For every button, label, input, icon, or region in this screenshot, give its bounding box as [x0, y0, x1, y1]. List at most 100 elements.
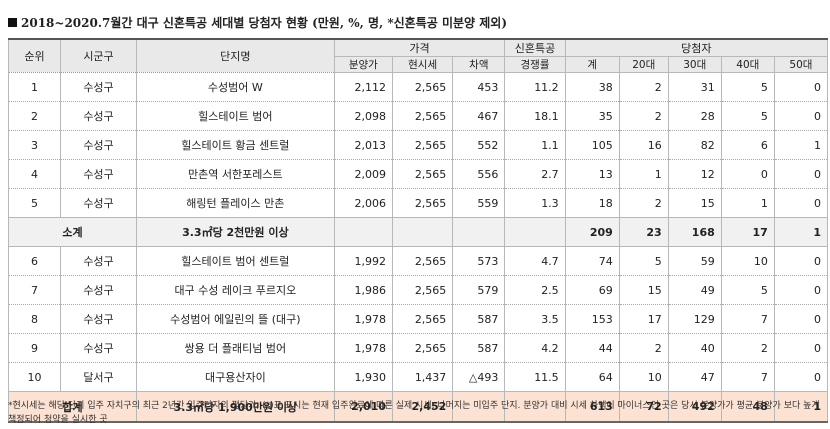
cell-sale-price: 1,930	[333, 362, 393, 392]
cell-age20: 15	[618, 275, 669, 305]
table-row: 9 수성구 쌍용 더 플래티넘 범어 1,978 2,565 587 4.2 4…	[7, 333, 829, 363]
subtotal-empty	[504, 217, 566, 247]
cell-competition: 11.5	[504, 362, 566, 392]
winners-table: 순위 시군구 단지명 가격 신혼특공 당첨자 분양가 현시세 차액 경쟁률 계 …	[7, 38, 829, 423]
subtotal-age20: 23	[618, 217, 669, 247]
cell-age20: 16	[618, 130, 669, 160]
cell-sale-price: 1,992	[333, 246, 393, 276]
cell-sale-price: 1,978	[333, 304, 393, 334]
table-row: 3 수성구 힐스테이트 황금 센트럴 2,013 2,565 552 1.1 1…	[7, 130, 829, 160]
table-row: 8 수성구 수성범어 에일린의 뜰 (대구) 1,978 2,565 587 3…	[7, 304, 829, 334]
cell-age40: 1	[720, 188, 775, 218]
subtotal-empty	[333, 217, 393, 247]
cell-difference: 587	[452, 333, 506, 363]
cell-market-price: 2,565	[391, 101, 454, 131]
cell-complex: 대구용산자이	[135, 362, 335, 392]
cell-age30: 47	[667, 362, 722, 392]
cell-sale-price: 1,978	[333, 333, 393, 363]
cell-age40: 2	[720, 333, 775, 363]
cell-age30: 28	[667, 101, 722, 131]
cell-age40: 7	[720, 304, 775, 334]
header-age30: 30대	[667, 56, 722, 73]
header-winners-group: 당첨자	[564, 38, 829, 57]
cell-age50: 0	[773, 333, 829, 363]
cell-market-price: 1,437	[391, 362, 454, 392]
cell-market-price: 2,565	[391, 188, 454, 218]
cell-difference: 559	[452, 188, 506, 218]
page-title: 2018~2020.7월간 대구 신혼특공 세대별 당첨자 현황 (만원, %,…	[8, 14, 507, 31]
cell-rank: 2	[7, 101, 62, 131]
subtotal-age30: 168	[667, 217, 722, 247]
header-sale-price: 분양가	[333, 56, 393, 73]
cell-district: 수성구	[60, 159, 137, 189]
cell-competition: 1.1	[504, 130, 566, 160]
header-market-price: 현시세	[391, 56, 454, 73]
cell-sale-price: 2,006	[333, 188, 393, 218]
cell-district: 달서구	[60, 362, 137, 392]
header-difference: 차액	[452, 56, 506, 73]
table-row: 6 수성구 힐스테이트 범어 센트럴 1,992 2,565 573 4.7 7…	[7, 246, 829, 276]
cell-age20: 2	[618, 188, 669, 218]
table-row: 10 달서구 대구용산자이 1,930 1,437 △493 11.5 64 1…	[7, 362, 829, 392]
grand-total-empty	[504, 391, 566, 423]
cell-age30: 59	[667, 246, 722, 276]
cell-age30: 49	[667, 275, 722, 305]
cell-complex: 힐스테이트 범어 센트럴	[135, 246, 335, 276]
cell-total: 38	[564, 72, 620, 102]
cell-rank: 6	[7, 246, 62, 276]
table-row: 2 수성구 힐스테이트 범어 2,098 2,565 467 18.1 35 2…	[7, 101, 829, 131]
cell-age30: 31	[667, 72, 722, 102]
square-bullet-icon	[8, 18, 17, 27]
cell-market-price: 2,565	[391, 333, 454, 363]
cell-district: 수성구	[60, 246, 137, 276]
cell-age20: 10	[618, 362, 669, 392]
cell-rank: 7	[7, 275, 62, 305]
grand-total-age30: 492	[667, 391, 722, 423]
header-row-2: 분양가 현시세 차액 경쟁률 계 20대 30대 40대 50대	[9, 56, 829, 73]
cell-total: 35	[564, 101, 620, 131]
cell-difference: 556	[452, 159, 506, 189]
grand-total-age50: 1	[773, 391, 829, 423]
cell-district: 수성구	[60, 130, 137, 160]
cell-district: 수성구	[60, 304, 137, 334]
cell-competition: 3.5	[504, 304, 566, 334]
cell-sale-price: 2,098	[333, 101, 393, 131]
table-row: 4 수성구 만촌역 서한포레스트 2,009 2,565 556 2.7 13 …	[7, 159, 829, 189]
cell-district: 수성구	[60, 333, 137, 363]
cell-total: 18	[564, 188, 620, 218]
cell-rank: 1	[7, 72, 62, 102]
cell-age50: 0	[773, 275, 829, 305]
header-complex: 단지명	[135, 38, 335, 73]
cell-rank: 5	[7, 188, 62, 218]
cell-competition: 18.1	[504, 101, 566, 131]
cell-rank: 8	[7, 304, 62, 334]
cell-age50: 0	[773, 188, 829, 218]
table-row: 1 수성구 수성범어 W 2,112 2,565 453 11.2 38 2 3…	[7, 72, 829, 102]
cell-sale-price: 2,112	[333, 72, 393, 102]
subtotal-row: 소계 3.3㎡당 2천만원 이상 209 23 168 17 1	[8, 217, 829, 247]
subtotal-empty	[391, 217, 454, 247]
cell-complex: 수성범어 W	[135, 72, 335, 102]
grand-total-total: 613	[564, 391, 620, 423]
cell-age40: 0	[720, 159, 775, 189]
cell-age20: 5	[618, 246, 669, 276]
cell-age20: 2	[618, 72, 669, 102]
grand-total-empty	[452, 391, 506, 423]
header-age50: 50대	[773, 56, 829, 73]
cell-competition: 2.5	[504, 275, 566, 305]
header-row-1: 순위 시군구 단지명 가격 신혼특공 당첨자	[7, 38, 829, 73]
cell-total: 13	[564, 159, 620, 189]
cell-competition: 4.7	[504, 246, 566, 276]
cell-difference: 552	[452, 130, 506, 160]
subtotal-total: 209	[564, 217, 620, 247]
subtotal-age40: 17	[720, 217, 775, 247]
cell-total: 105	[564, 130, 620, 160]
cell-age50: 0	[773, 101, 829, 131]
cell-age30: 12	[667, 159, 722, 189]
grand-total-market-price: 2,452	[391, 391, 454, 423]
cell-district: 수성구	[60, 188, 137, 218]
cell-rank: 9	[7, 333, 62, 363]
cell-market-price: 2,565	[391, 246, 454, 276]
subtotal-desc: 3.3㎡당 2천만원 이상	[135, 217, 335, 247]
cell-age50: 0	[773, 72, 829, 102]
